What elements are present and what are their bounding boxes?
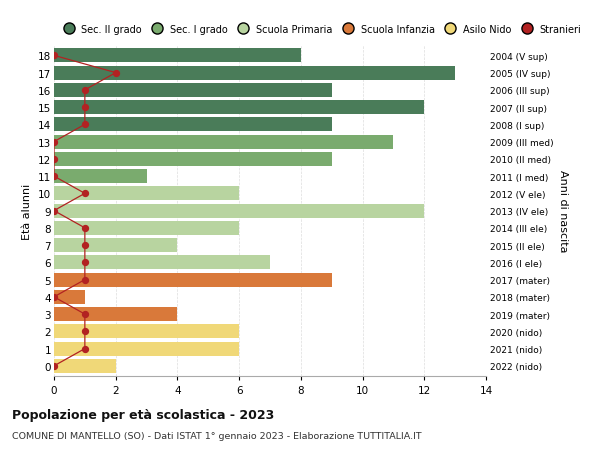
Bar	[54, 342, 239, 356]
Point	[80, 104, 89, 112]
Point	[80, 87, 89, 95]
Point	[49, 156, 59, 163]
Bar	[54, 152, 332, 167]
Bar	[54, 187, 239, 201]
Bar	[54, 135, 394, 149]
Point	[80, 328, 89, 335]
Bar	[54, 239, 178, 252]
Y-axis label: Età alunni: Età alunni	[22, 183, 32, 239]
Point	[80, 311, 89, 318]
Bar	[54, 256, 270, 270]
Bar	[54, 101, 424, 115]
Point	[80, 242, 89, 249]
Text: COMUNE DI MANTELLO (SO) - Dati ISTAT 1° gennaio 2023 - Elaborazione TUTTITALIA.I: COMUNE DI MANTELLO (SO) - Dati ISTAT 1° …	[12, 431, 422, 441]
Legend: Sec. II grado, Sec. I grado, Scuola Primaria, Scuola Infanzia, Asilo Nido, Stran: Sec. II grado, Sec. I grado, Scuola Prim…	[59, 24, 581, 34]
Point	[80, 276, 89, 284]
Point	[80, 121, 89, 129]
Y-axis label: Anni di nascita: Anni di nascita	[557, 170, 568, 252]
Point	[80, 190, 89, 197]
Bar	[54, 84, 332, 98]
Point	[49, 173, 59, 180]
Point	[49, 363, 59, 370]
Bar	[54, 359, 116, 373]
Bar	[54, 204, 424, 218]
Bar	[54, 308, 178, 321]
Point	[49, 139, 59, 146]
Point	[49, 52, 59, 60]
Bar	[54, 67, 455, 80]
Point	[49, 294, 59, 301]
Point	[49, 207, 59, 215]
Text: Popolazione per età scolastica - 2023: Popolazione per età scolastica - 2023	[12, 409, 274, 421]
Point	[80, 225, 89, 232]
Bar	[54, 273, 332, 287]
Point	[80, 259, 89, 266]
Bar	[54, 170, 146, 184]
Point	[111, 70, 121, 77]
Bar	[54, 118, 332, 132]
Bar	[54, 325, 239, 339]
Bar	[54, 221, 239, 235]
Point	[80, 345, 89, 353]
Bar	[54, 290, 85, 304]
Bar	[54, 49, 301, 63]
